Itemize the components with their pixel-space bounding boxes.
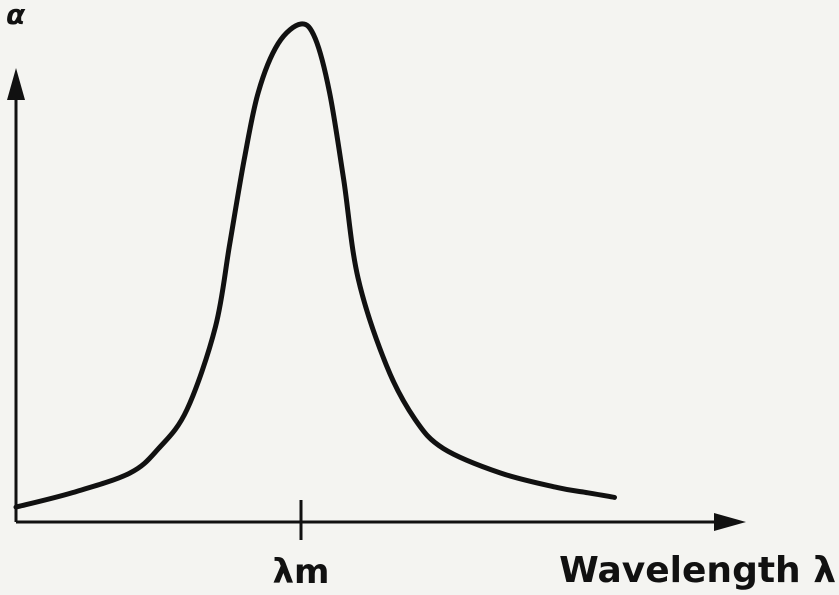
x-axis-label: Wavelength λ [559,550,836,591]
x-tick-label: λm [273,552,330,592]
y-axis-arrow [7,68,25,100]
x-ticks: λm [273,500,330,592]
series-line [13,21,617,510]
x-axis-arrow [714,513,746,531]
y-axis-label: α [6,0,26,31]
